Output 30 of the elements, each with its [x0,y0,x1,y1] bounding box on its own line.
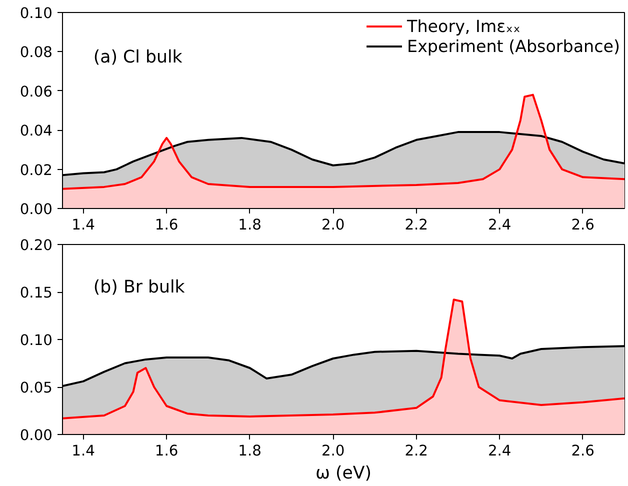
legend-label: Theory, Imεₓₓ [407,16,520,36]
y-tick-label: 0.10 [20,332,53,349]
y-tick-label: 0.02 [20,162,53,179]
x-tick-label: 2.2 [404,216,428,234]
y-tick-label: 0.00 [20,201,53,218]
y-tick-label: 0.10 [20,5,53,22]
legend-label: Experiment (Absorbance) [407,36,620,56]
y-tick-label: 0.00 [20,427,53,444]
y-tick-label: 0.04 [20,122,53,140]
y-tick-label: 0.05 [20,380,53,396]
x-tick-label: 1.4 [72,216,95,234]
x-tick-label: 2.0 [321,442,345,460]
y-tick-label: 0.08 [20,44,53,62]
y-tick-label: 0.15 [20,284,53,302]
annotation: (a) Cl bulk [93,47,182,68]
x-tick-label: 2.4 [488,442,512,460]
x-tick-label: 1.6 [154,442,178,460]
x-tick-label: 1.6 [154,216,178,234]
x-tick-label: 1.8 [238,442,262,460]
y-tick-label: 0.06 [20,83,53,100]
x-tick-label: 2.4 [488,216,512,234]
x-tick-label: 1.4 [72,442,95,460]
y-tick-label: 0.20 [20,237,53,254]
x-tick-label: 1.8 [238,216,262,234]
x-tick-label: 2.0 [321,216,345,234]
x-tick-label: 2.6 [571,216,595,234]
annotation: (b) Br bulk [93,278,185,298]
x-axis-title: ω (eV) [315,464,372,484]
x-tick-label: 2.6 [571,442,595,460]
x-tick-label: 2.2 [404,442,428,460]
